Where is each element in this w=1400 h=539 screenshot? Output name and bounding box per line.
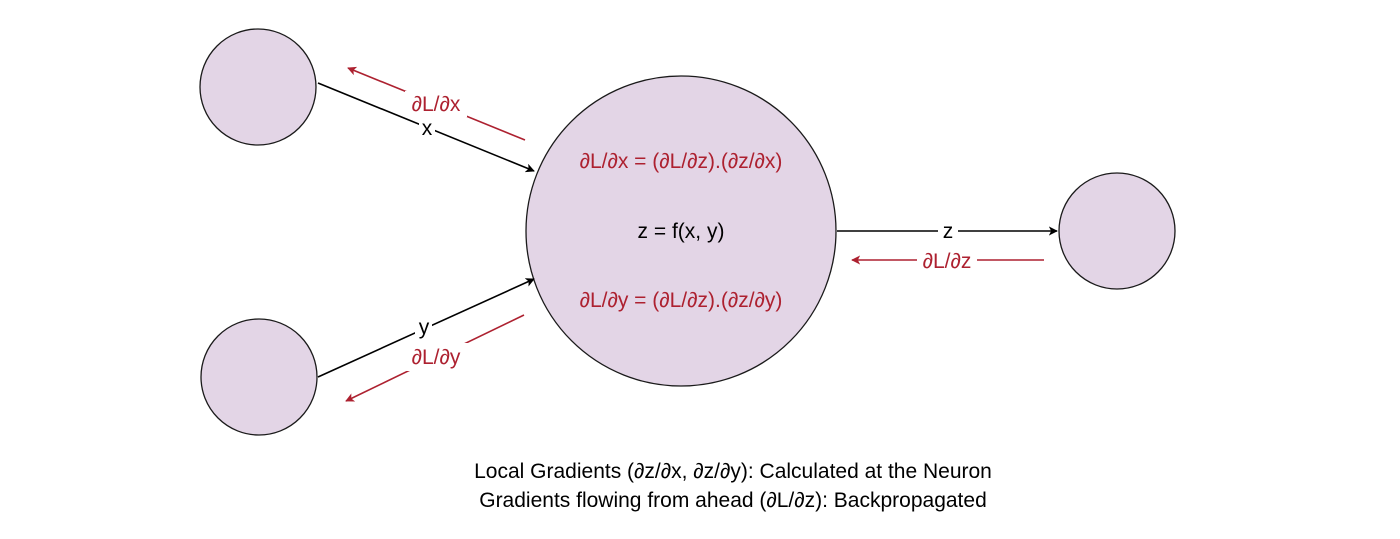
- y-edge-label: y: [419, 316, 430, 339]
- grad-y-edge-label: ∂L/∂y: [412, 346, 461, 369]
- z-edge-label: z: [943, 220, 954, 243]
- neuron-function-label: z = f(x, y): [638, 220, 725, 243]
- input-y-node: [200, 318, 318, 436]
- neuron-node: [525, 75, 837, 387]
- x-label-bg: [419, 117, 435, 139]
- grad-x-label-bg: [405, 91, 467, 117]
- z-label-bg: [938, 220, 958, 242]
- input-x-node: [199, 28, 317, 146]
- caption-line-1: Local Gradients (∂z/∂x, ∂z/∂y): Calculat…: [474, 460, 992, 483]
- grad-x-edge-label: ∂L/∂x: [412, 93, 461, 116]
- output-node: [1058, 172, 1176, 290]
- neuron-grad-y-formula: ∂L/∂y = (∂L/∂z).(∂z/∂y): [580, 289, 783, 312]
- caption-line-2: Gradients flowing from ahead (∂L/∂z): Ba…: [479, 489, 987, 512]
- grad-z-label-bg: [917, 249, 977, 273]
- neuron-grad-x-formula: ∂L/∂x = (∂L/∂z).(∂z/∂x): [580, 150, 783, 173]
- x-edge-label: x: [422, 117, 433, 140]
- grad-z-edge-label: ∂L/∂z: [923, 250, 972, 273]
- y-label-bg: [415, 317, 432, 339]
- grad-y-label-bg: [403, 343, 469, 371]
